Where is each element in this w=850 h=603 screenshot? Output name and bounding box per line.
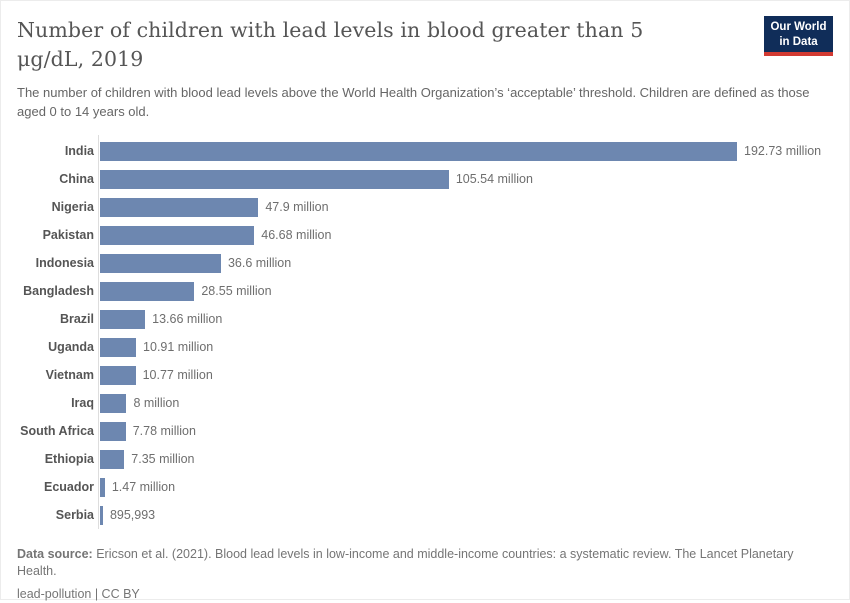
value-label: 36.6 million <box>227 256 292 270</box>
bar-row[interactable]: Brazil 13.66 million <box>17 305 833 333</box>
value-label: 7.35 million <box>131 452 195 466</box>
chart-footer: Data source: Ericson et al. (2021). Bloo… <box>17 546 833 603</box>
country-label: South Africa <box>20 424 94 438</box>
bar[interactable] <box>100 449 125 469</box>
bar-row[interactable]: India 192.73 million <box>17 137 833 165</box>
bar[interactable] <box>100 505 103 525</box>
bar-area: 36.6 million <box>100 249 833 277</box>
value-label: 28.55 million <box>201 284 272 298</box>
country-label: Bangladesh <box>23 284 94 298</box>
bar-area: 895,993 <box>100 501 833 529</box>
bar[interactable] <box>100 169 449 189</box>
value-label: 105.54 million <box>455 172 533 186</box>
bar-row[interactable]: Ecuador 1.47 million <box>17 473 833 501</box>
bar-row[interactable]: Uganda 10.91 million <box>17 333 833 361</box>
bar[interactable] <box>100 197 259 217</box>
chart-subtitle: The number of children with blood lead l… <box>17 85 810 119</box>
chart-header: Number of children with lead levels in b… <box>1 1 849 74</box>
bar-row[interactable]: Ethiopia 7.35 million <box>17 445 833 473</box>
datasource-label: Data source: <box>17 547 93 561</box>
bar[interactable] <box>100 141 737 161</box>
country-label: Nigeria <box>51 200 94 214</box>
country-label: Ecuador <box>43 480 94 494</box>
datasource-text: Ericson et al. (2021). Blood lead levels… <box>17 547 794 578</box>
country-label: India <box>64 144 94 158</box>
value-label: 10.77 million <box>142 368 213 382</box>
country-label: China <box>59 172 94 186</box>
datasource-line: Data source: Ericson et al. (2021). Bloo… <box>17 546 833 580</box>
country-label: Indonesia <box>35 256 94 270</box>
country-label: Iraq <box>71 396 94 410</box>
value-label: 1.47 million <box>111 480 176 494</box>
bar-row[interactable]: Indonesia 36.6 million <box>17 249 833 277</box>
value-label: 46.68 million <box>261 228 332 242</box>
owid-logo-line2: in Data <box>779 35 818 48</box>
bar[interactable] <box>100 225 255 245</box>
value-label: 895,993 <box>109 508 156 522</box>
bar-area: 7.78 million <box>100 417 833 445</box>
value-label: 192.73 million <box>744 144 822 158</box>
bar[interactable] <box>100 337 137 357</box>
bar[interactable] <box>100 477 105 497</box>
bar[interactable] <box>100 393 127 413</box>
value-label: 7.78 million <box>132 424 196 438</box>
bar-area: 10.77 million <box>100 361 833 389</box>
owid-logo-line1: Our World <box>770 21 827 33</box>
value-label: 8 million <box>133 396 180 410</box>
bar-chart: India 192.73 million China 105.54 millio… <box>17 135 833 529</box>
bar-area: 13.66 million <box>100 305 833 333</box>
bar-area: 192.73 million <box>100 137 833 165</box>
country-label: Serbia <box>55 508 94 522</box>
value-label: 10.91 million <box>143 340 214 354</box>
bar-area: 10.91 million <box>100 333 833 361</box>
value-label: 13.66 million <box>152 312 223 326</box>
chart-title: Number of children with lead levels in b… <box>17 18 644 71</box>
bar-area: 1.47 million <box>100 473 833 501</box>
country-label: Vietnam <box>45 368 94 382</box>
bar-row[interactable]: Pakistan 46.68 million <box>17 221 833 249</box>
bar[interactable] <box>100 253 221 273</box>
bar[interactable] <box>100 365 136 385</box>
license-note[interactable]: lead-pollution | CC BY <box>17 587 140 601</box>
bar-area: 47.9 million <box>100 193 833 221</box>
bar-row[interactable]: South Africa 7.78 million <box>17 417 833 445</box>
country-label: Ethiopia <box>44 452 94 466</box>
bar-area: 7.35 million <box>100 445 833 473</box>
bar[interactable] <box>100 309 146 329</box>
country-label: Pakistan <box>42 228 94 242</box>
bar[interactable] <box>100 421 126 441</box>
bar-row[interactable]: China 105.54 million <box>17 165 833 193</box>
country-label: Uganda <box>48 340 94 354</box>
owid-logo[interactable]: Our World in Data <box>764 16 833 56</box>
value-label: 47.9 million <box>265 200 329 214</box>
bar-row[interactable]: Bangladesh 28.55 million <box>17 277 833 305</box>
country-label: Brazil <box>59 312 94 326</box>
bar-area: 8 million <box>100 389 833 417</box>
bar[interactable] <box>100 281 195 301</box>
bar-area: 105.54 million <box>100 165 833 193</box>
bar-row[interactable]: Vietnam 10.77 million <box>17 361 833 389</box>
bar-row[interactable]: Nigeria 47.9 million <box>17 193 833 221</box>
bar-row[interactable]: Serbia 895,993 <box>17 501 833 529</box>
bar-area: 28.55 million <box>100 277 833 305</box>
bar-row[interactable]: Iraq 8 million <box>17 389 833 417</box>
bar-area: 46.68 million <box>100 221 833 249</box>
